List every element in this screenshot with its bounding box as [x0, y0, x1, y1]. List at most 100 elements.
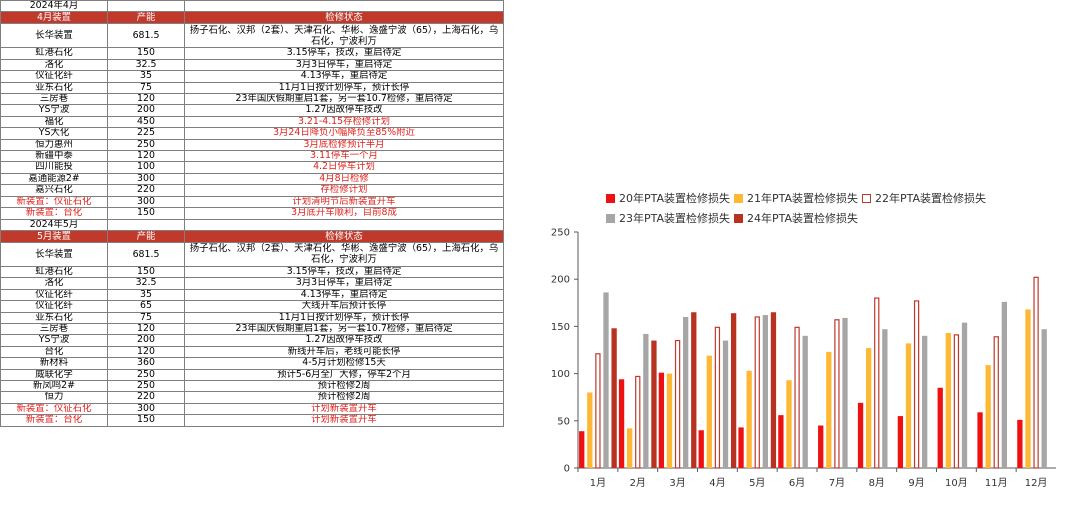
unit-status: 扬子石化、汉邦（2套）、天津石化、华彬、逸盛宁波（65），上海石化，乌石化，宁波… [184, 23, 504, 49]
unit-capacity: 250 [107, 138, 185, 152]
x-tick-label: 6月 [789, 477, 805, 489]
unit-status: 预计检修2周 [184, 391, 504, 404]
unit-status: 3月3日停车，重启待定 [184, 277, 504, 290]
table-row: 虹港石化 150 3.15停车，技改，重启待定 [0, 265, 504, 279]
bar [977, 412, 983, 468]
bar [818, 425, 824, 468]
bar [666, 373, 673, 468]
header-capacity: 产能 [107, 229, 185, 243]
unit-status: 11月1日按计划停车，预计长停 [184, 81, 504, 95]
unit-status: 4.13停车，重启待定 [184, 70, 504, 83]
unit-status: 3月24日降负小幅降负至85%附近 [184, 127, 504, 140]
may-header-row: 5月装置 产能 检修状态 [0, 229, 504, 243]
unit-capacity: 150 [107, 265, 185, 279]
unit-status: 23年国庆假期重启1套，另一套10.7检修，重启待定 [184, 322, 504, 336]
bar [874, 297, 880, 469]
bar [778, 415, 784, 468]
bar [993, 336, 999, 469]
table-row: 虹港石化 150 3.15停车，技改，重启待定 [0, 47, 504, 60]
unit-capacity: 150 [107, 207, 185, 220]
unit-name: 亚东石化 [0, 81, 108, 95]
legend-item: 24年PTA装置检修损失 [734, 210, 858, 226]
bar [651, 340, 657, 468]
bar [730, 313, 737, 468]
header-unit: 5月装置 [0, 229, 108, 243]
unit-status: 计划新装置开车 [184, 402, 504, 416]
bar [905, 343, 912, 468]
unit-capacity: 450 [107, 115, 185, 129]
unit-status: 23年国庆假期重启1套，另一套10.7检修，重启待定 [184, 93, 504, 106]
unit-capacity: 300 [107, 172, 185, 186]
unit-status: 4.2日停车计划 [184, 161, 504, 174]
legend-label: 20年PTA装置检修损失 [619, 192, 731, 205]
table-row: 威联化学 250 预计5-6月全厂大修，停车2个月 [0, 368, 504, 381]
unit-capacity: 120 [107, 322, 185, 336]
legend-label: 23年PTA装置检修损失 [619, 212, 731, 225]
table-row: 新装置：仪征石化 300 计划清明节后新装置开车 [0, 195, 504, 209]
unit-name: 仪征化纤 [0, 300, 108, 313]
table-row: 嘉兴石化 220 存检修计划 [0, 184, 504, 197]
legend-item: 21年PTA装置检修损失 [734, 190, 858, 206]
bar [1041, 329, 1047, 468]
bar [857, 402, 864, 468]
bar [786, 380, 792, 468]
unit-capacity: 150 [107, 414, 185, 427]
table-row: 仪征化纤 35 4.13停车，重启待定 [0, 70, 504, 83]
legend-swatch [606, 194, 615, 203]
empty-cell [184, 0, 504, 13]
table-row: 亚东石化 75 11月1日按计划停车，预计长停 [0, 311, 504, 324]
unit-name: 长华装置 [0, 241, 108, 267]
unit-capacity: 120 [107, 345, 185, 359]
legend-swatch [734, 194, 743, 203]
unit-name: 四川能投 [0, 161, 108, 174]
unit-name: 嘉兴石化 [0, 184, 108, 197]
unit-status: 3.21-4.15存检修计划 [184, 115, 504, 129]
bar [722, 340, 729, 468]
x-tick-label: 12月 [1025, 477, 1048, 489]
empty-cell [184, 218, 504, 231]
table-row: YS宁波 200 1.27因故停车技改 [0, 334, 504, 347]
unit-capacity: 220 [107, 184, 185, 197]
unit-capacity: 65 [107, 300, 185, 313]
bar [706, 355, 712, 468]
unit-capacity: 200 [107, 334, 185, 347]
year-label: 2024年4月 [0, 0, 108, 13]
unit-capacity: 360 [107, 357, 185, 370]
unit-name: 福化 [0, 115, 108, 129]
x-tick-label: 8月 [869, 477, 885, 489]
x-tick-label: 11月 [985, 477, 1008, 489]
table-row: 长华装置 681.5 扬子石化、汉邦（2套）、天津石化、华彬、逸盛宁波（65），上海… [0, 23, 504, 49]
unit-name: 虹港石化 [0, 265, 108, 279]
bar [595, 353, 601, 469]
bar [953, 334, 960, 469]
y-tick-label: 50 [557, 416, 570, 427]
x-tick-label: 4月 [709, 477, 725, 489]
table-row: 三房巷 120 23年国庆假期重启1套，另一套10.7检修，重启待定 [0, 93, 504, 106]
unit-name: 威联化学 [0, 368, 108, 381]
table-row: 福化 450 3.21-4.15存检修计划 [0, 115, 504, 129]
unit-capacity: 300 [107, 402, 185, 416]
bar-chart: 0 50 100 150 200 250 1月 2月 3月 4月 5月 6月 7月 8月 9月 10月 11月 1… [551, 228, 1056, 489]
bar [866, 348, 872, 468]
x-tick-label: 10月 [945, 477, 968, 489]
unit-capacity: 35 [107, 288, 185, 302]
empty-cell [107, 0, 185, 13]
x-tick-label: 9月 [908, 477, 924, 489]
unit-name: 新装置：仪征石化 [0, 195, 108, 209]
unit-name: 仪征化纤 [0, 288, 108, 302]
bar [834, 319, 840, 469]
unit-capacity: 681.5 [107, 241, 185, 267]
unit-status: 预计检修2周 [184, 379, 504, 393]
table-row: 新装置：仪征石化 300 计划新装置开车 [0, 402, 504, 416]
unit-status: 预计5-6月全厂大修，停车2个月 [184, 368, 504, 381]
unit-name: 新材料 [0, 357, 108, 370]
bar [762, 315, 768, 468]
legend-item: 22年PTA装置检修损失 [862, 190, 986, 206]
table-row: 亚东石化 75 11月1日按计划停车，预计长停 [0, 81, 504, 95]
table-row: 新装置：台化 150 计划新装置开车 [0, 414, 504, 427]
table-row: 新装置：台化 150 3月底开车顺利，目前8成 [0, 207, 504, 220]
unit-name: YS宁波 [0, 104, 108, 117]
bar [802, 335, 808, 468]
bar [754, 316, 760, 469]
unit-status: 3.15停车，技改，重启待定 [184, 265, 504, 279]
